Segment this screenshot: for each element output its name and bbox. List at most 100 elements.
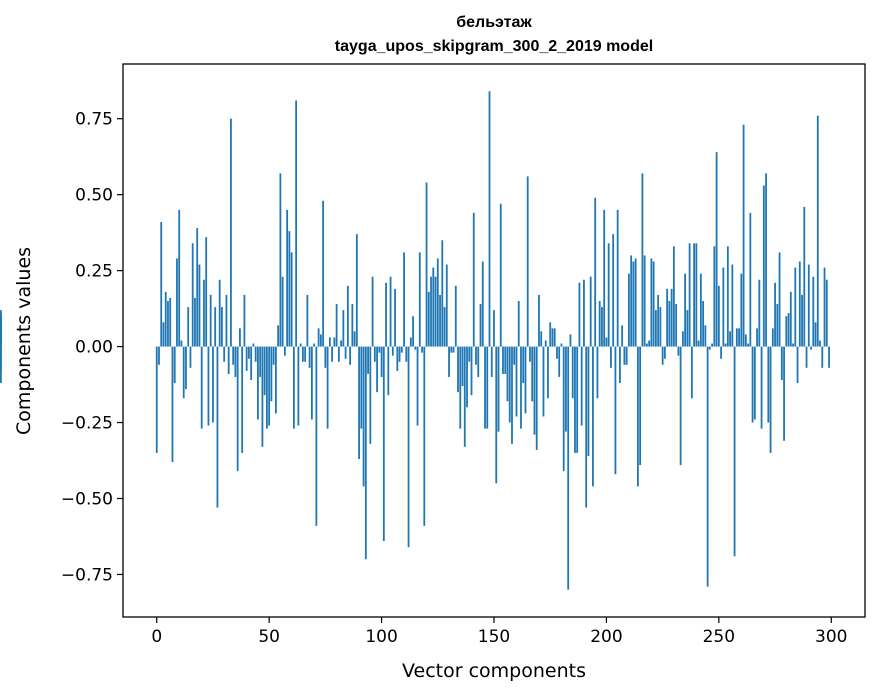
bar (621, 325, 624, 347)
x-axis-label: Vector components (402, 660, 586, 682)
bar (272, 346, 275, 365)
bar (351, 304, 354, 347)
bar (632, 261, 635, 347)
bar (690, 346, 693, 399)
bar (360, 346, 363, 429)
bar (209, 294, 212, 347)
bar (823, 267, 826, 347)
bar (729, 331, 731, 347)
bar (218, 279, 221, 347)
bar (434, 276, 437, 347)
bar (155, 346, 158, 453)
bar (598, 301, 601, 347)
bar (789, 291, 792, 347)
bar (205, 237, 208, 347)
bar (801, 294, 803, 347)
bar (681, 331, 684, 347)
bar (704, 325, 707, 347)
bar (603, 209, 606, 347)
bar (198, 264, 201, 347)
bar (227, 346, 230, 374)
bar (358, 346, 360, 459)
bar (333, 337, 336, 347)
bar (643, 255, 646, 347)
bar (601, 307, 603, 347)
bar (477, 346, 480, 377)
bar (783, 346, 785, 441)
bar (288, 231, 291, 347)
bar (560, 343, 563, 347)
bar (513, 346, 516, 365)
bar (362, 346, 365, 487)
bar (486, 346, 489, 429)
bar (182, 346, 185, 399)
bar (301, 346, 304, 362)
bar (526, 176, 529, 347)
bar (787, 313, 790, 347)
bar (571, 346, 574, 399)
bar (677, 346, 680, 356)
bar (423, 346, 426, 526)
bar (481, 261, 484, 347)
bar (574, 346, 576, 453)
x-tick-label: 250 (703, 627, 735, 647)
bar (398, 346, 401, 362)
bar (315, 346, 318, 526)
bar (470, 346, 473, 396)
bar (533, 346, 536, 435)
bar (337, 346, 340, 362)
bar (308, 346, 311, 368)
bar (538, 294, 540, 347)
bar (587, 346, 590, 456)
bar (387, 346, 390, 396)
x-tick-label: 50 (258, 627, 280, 647)
bar (762, 185, 765, 347)
bar (279, 173, 282, 347)
bar (373, 346, 376, 362)
bar (171, 346, 174, 463)
bar (828, 346, 830, 368)
bar (619, 346, 621, 384)
bar (0, 316, 2, 347)
bar (259, 346, 262, 377)
bar (650, 258, 653, 347)
bar (819, 340, 821, 347)
bar (400, 346, 403, 353)
bar (511, 346, 513, 444)
bar (731, 264, 734, 347)
bar (596, 346, 599, 399)
bar (418, 252, 421, 347)
bar (556, 346, 558, 359)
bar (290, 252, 293, 347)
bar (335, 304, 338, 347)
bar (785, 316, 788, 347)
bar (328, 337, 331, 347)
bar (648, 340, 651, 347)
bar (484, 346, 486, 429)
bar (299, 343, 302, 347)
bar (535, 346, 538, 450)
bar (711, 343, 713, 347)
bar (234, 346, 237, 377)
bar (158, 346, 160, 365)
bar (659, 307, 662, 347)
bar (443, 307, 446, 347)
bar (349, 346, 351, 365)
y-tick-label: 0.50 (75, 186, 113, 206)
bar (304, 346, 307, 362)
bar (169, 297, 172, 347)
bar (641, 173, 644, 347)
bar (771, 328, 774, 347)
bar (409, 337, 412, 347)
bar (551, 328, 554, 347)
y-tick-label: −0.50 (61, 490, 113, 510)
bar (241, 346, 244, 453)
bar (654, 310, 657, 347)
bar (450, 346, 453, 353)
bar (191, 243, 194, 347)
bar (780, 346, 783, 380)
bar (176, 258, 178, 347)
bar (457, 346, 459, 393)
bar (585, 346, 588, 508)
